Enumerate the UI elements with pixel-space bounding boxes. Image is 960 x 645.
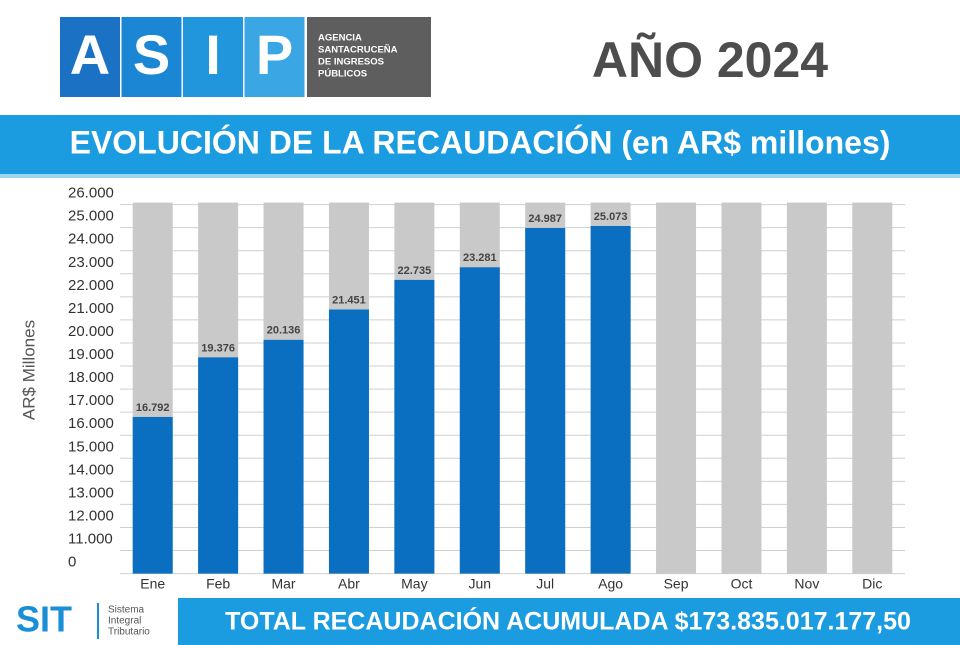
bar: [590, 225, 631, 574]
bar: [263, 339, 304, 574]
total-text: TOTAL RECAUDACIÓN ACUMULADA $173.835.017…: [225, 606, 911, 636]
background-bar: [656, 202, 697, 574]
x-tick-label: Ago: [598, 576, 623, 592]
sit-logo: SIT: [16, 599, 72, 640]
bar: [525, 227, 566, 574]
sit-divider: [97, 603, 99, 639]
y-tick-label: 24.000: [68, 231, 114, 248]
value-label: 20.136: [267, 325, 301, 337]
logo-letter: A: [70, 23, 110, 86]
y-tick-label: 11.000: [68, 531, 113, 548]
sit-text-line: Sistema: [108, 605, 145, 616]
x-tick-label: Feb: [206, 576, 230, 592]
x-tick-label: Jun: [469, 576, 492, 592]
value-label: 24.987: [528, 213, 562, 225]
logo-square: [60, 17, 120, 97]
agency-line: SANTACRUCEÑA: [318, 45, 398, 56]
logo-square: [121, 17, 182, 97]
value-label: 21.451: [332, 294, 366, 306]
y-tick-label: 15.000: [68, 438, 114, 455]
y-tick-label: 18.000: [68, 369, 114, 386]
value-label: 23.281: [463, 252, 497, 264]
value-label: 22.735: [398, 265, 432, 277]
agency-line: AGENCIA: [318, 33, 362, 44]
bar: [328, 309, 369, 574]
y-tick-label: 22.000: [68, 277, 114, 294]
x-tick-label: Abr: [338, 576, 360, 592]
agency-box: [307, 17, 431, 97]
agency-line: PÚBLICOS: [318, 68, 367, 80]
y-tick-label: 17.000: [68, 392, 114, 409]
chart-title: EVOLUCIÓN DE LA RECAUDACIÓN (en AR$ mill…: [70, 124, 891, 160]
logo-letter: P: [256, 23, 293, 86]
y-tick-label: 20.000: [68, 323, 114, 340]
y-tick-label: 21.000: [68, 300, 114, 317]
sit-text-line: Tributario: [108, 627, 150, 638]
y-tick-label: 13.000: [68, 484, 114, 501]
x-tick-label: Nov: [794, 576, 819, 592]
year: AÑO 2024: [592, 32, 828, 88]
value-label: 16.792: [136, 402, 170, 414]
bar: [132, 416, 173, 574]
title-banner-edge: [0, 174, 960, 178]
background-bar: [786, 202, 827, 574]
value-label: 19.376: [201, 342, 235, 354]
logo-square: [244, 17, 305, 97]
x-tick-label: Dic: [862, 576, 882, 592]
value-label: 25.073: [594, 211, 628, 223]
y-tick-label: 23.000: [68, 254, 114, 271]
x-tick-label: Jul: [536, 576, 554, 592]
y-tick-label: 25.000: [68, 208, 114, 225]
title-banner: [0, 115, 960, 178]
agency-line: DE INGRESOS: [318, 57, 384, 68]
sit-text-line: Integral: [108, 616, 141, 627]
y-tick-label: 0: [68, 554, 76, 571]
y-tick-label: 26.000: [68, 185, 114, 202]
background-bar: [852, 202, 893, 574]
bar: [394, 279, 435, 574]
y-tick-label: 12.000: [68, 507, 114, 524]
x-tick-label: Sep: [664, 576, 689, 592]
total-banner: [178, 598, 960, 645]
plot-area: 0 11.000 12.000 13.000 14.000 15.000 16.000 17.…: [68, 185, 905, 592]
bar: [198, 357, 239, 574]
y-tick-label: 16.000: [68, 415, 114, 432]
logo-letter: S: [133, 23, 170, 86]
y-tick-label: 19.000: [68, 346, 114, 363]
logo-square: [183, 17, 243, 97]
logo-letter: I: [205, 23, 221, 86]
x-tick-label: Ene: [140, 576, 165, 592]
background-bar: [721, 202, 762, 574]
y-axis-label: AR$ Millones: [19, 320, 38, 420]
y-tick-label: 14.000: [68, 461, 114, 478]
x-tick-label: May: [401, 576, 427, 592]
x-tick-label: Mar: [271, 576, 295, 592]
bar: [459, 267, 500, 574]
x-tick-label: Oct: [731, 576, 753, 592]
